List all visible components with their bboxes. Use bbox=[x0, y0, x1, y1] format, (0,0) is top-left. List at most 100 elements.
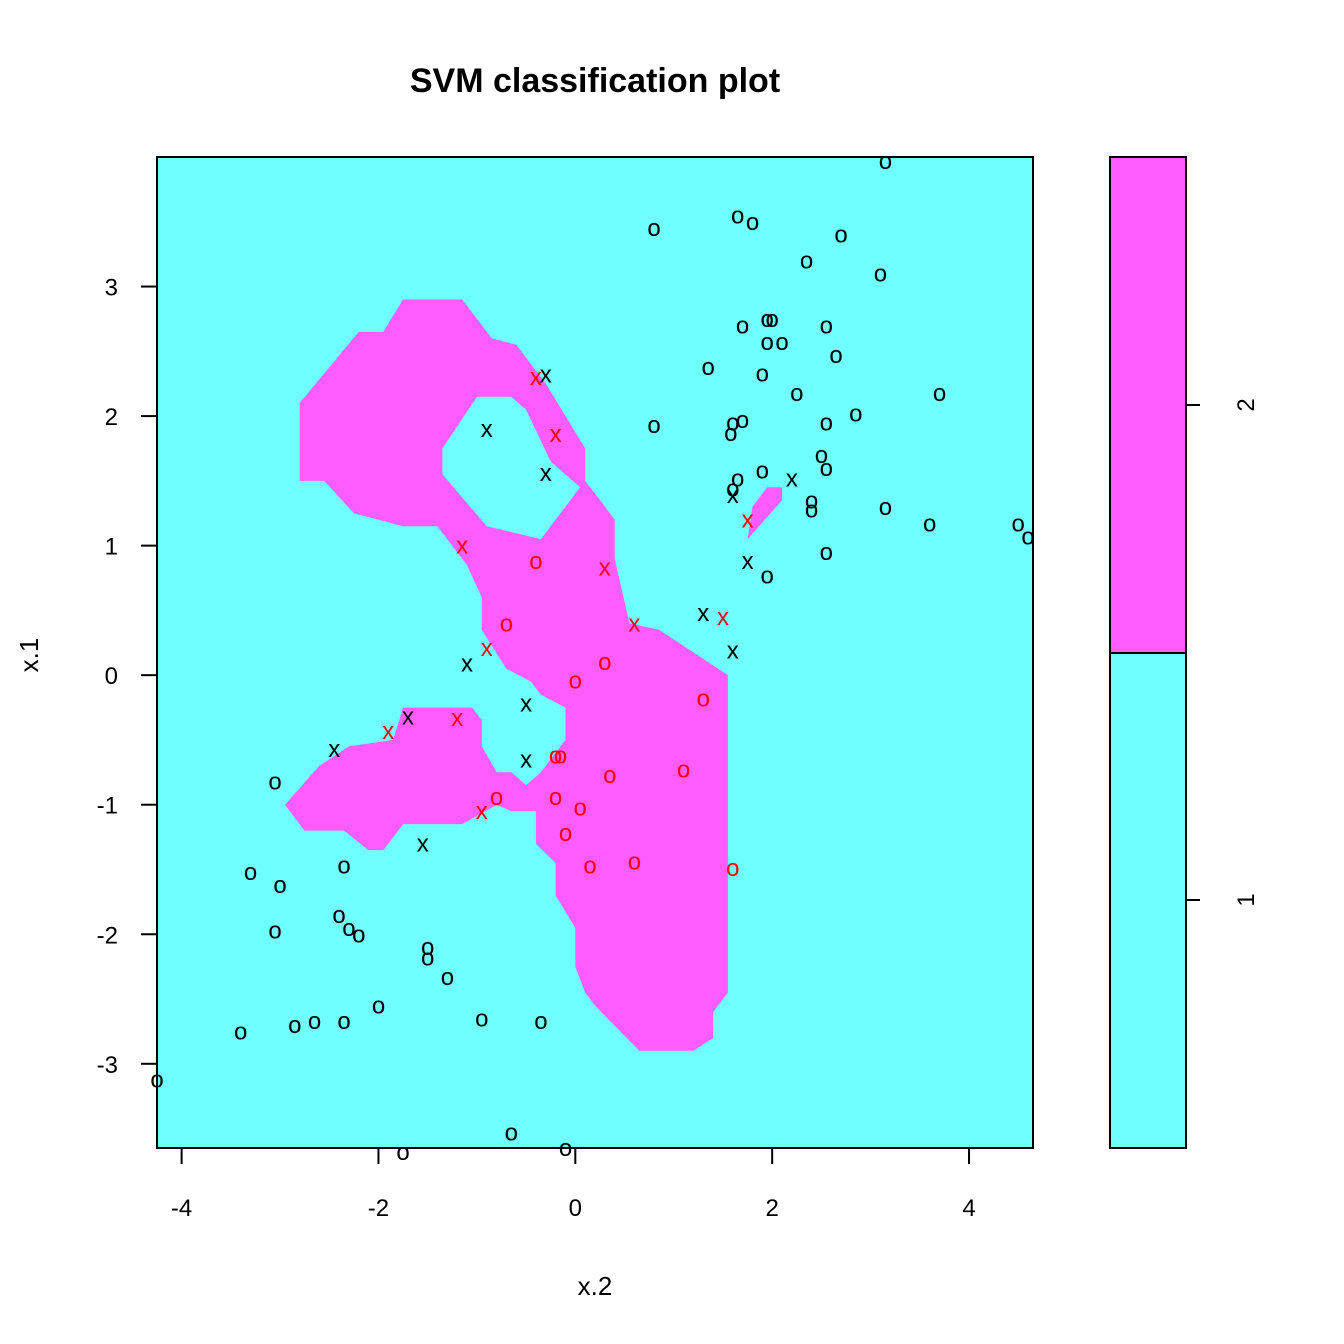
data-point-class-1: o bbox=[736, 312, 749, 339]
data-point-class-1: o bbox=[874, 261, 887, 288]
data-point-class-2: x bbox=[481, 416, 493, 443]
data-point-class-1: o bbox=[879, 494, 892, 521]
data-point-class-1: o bbox=[805, 487, 818, 514]
data-point-class-1: o bbox=[726, 476, 739, 503]
data-point-class-1: o bbox=[761, 562, 774, 589]
data-point-class-1: o bbox=[421, 945, 434, 972]
data-point-class-1: o bbox=[273, 872, 286, 899]
support-vector-class-2: x bbox=[451, 705, 463, 732]
support-vector-class-1: o bbox=[554, 743, 567, 770]
x-axis: -4 -2 0 2 4 bbox=[171, 1147, 976, 1222]
data-point-class-1: o bbox=[647, 412, 660, 439]
legend-swatch-class-1 bbox=[1110, 653, 1186, 1148]
x-tick-label: 4 bbox=[962, 1195, 975, 1222]
data-point-class-1: o bbox=[790, 380, 803, 407]
data-point-class-1: o bbox=[834, 222, 847, 249]
data-point-class-1: o bbox=[421, 934, 434, 961]
support-vector-class-2: x bbox=[476, 798, 488, 825]
data-point-class-1: o bbox=[337, 1008, 350, 1035]
data-point-class-2: x bbox=[520, 691, 532, 718]
data-point-class-1: o bbox=[475, 1006, 488, 1033]
support-vector-class-1: o bbox=[529, 548, 542, 575]
y-tick-label: -1 bbox=[97, 793, 118, 820]
data-point-class-2: x bbox=[727, 638, 739, 665]
data-point-class-1: o bbox=[815, 442, 828, 469]
data-point-class-1: o bbox=[746, 209, 759, 236]
support-vector-class-2: x bbox=[550, 421, 562, 448]
data-point-class-1: o bbox=[731, 202, 744, 229]
support-vector-class-1: o bbox=[490, 784, 503, 811]
support-vector-class-1: o bbox=[549, 784, 562, 811]
y-tick-label: -3 bbox=[97, 1052, 118, 1079]
data-point-class-1: o bbox=[761, 306, 774, 333]
data-point-class-1: o bbox=[879, 148, 892, 175]
x-tick-label: -2 bbox=[368, 1195, 389, 1222]
support-vector-class-1: o bbox=[500, 610, 513, 637]
support-vector-class-1: o bbox=[628, 849, 641, 876]
data-point-class-1: o bbox=[647, 215, 660, 242]
data-point-class-2: x bbox=[540, 362, 552, 389]
data-point-class-1: o bbox=[352, 921, 365, 948]
y-tick-label: 2 bbox=[105, 404, 118, 431]
class-legend: 2 1 bbox=[1109, 156, 1260, 1149]
support-vector-class-2: x bbox=[742, 507, 754, 534]
data-point-class-1: o bbox=[308, 1008, 321, 1035]
data-point-class-1: o bbox=[800, 248, 813, 275]
y-tick-label: 0 bbox=[105, 663, 118, 690]
data-point-class-1: o bbox=[775, 329, 788, 356]
data-point-class-1: o bbox=[756, 458, 769, 485]
y-axis: -3 -2 -1 0 1 2 3 bbox=[97, 275, 158, 1079]
data-point-class-1: o bbox=[731, 465, 744, 492]
data-point-class-1: o bbox=[933, 380, 946, 407]
data-point-class-1: o bbox=[1012, 511, 1025, 538]
data-point-class-2: x bbox=[786, 465, 798, 492]
y-tick-label: 3 bbox=[105, 275, 118, 302]
data-point-class-2: x bbox=[417, 831, 429, 858]
data-point-class-1: o bbox=[766, 306, 779, 333]
support-vector-class-1: o bbox=[569, 667, 582, 694]
data-point-class-1: o bbox=[820, 410, 833, 437]
data-point-class-2: x bbox=[697, 600, 709, 627]
data-point-class-1: o bbox=[724, 420, 737, 447]
legend-label-class-1: 1 bbox=[1233, 893, 1260, 906]
data-point-class-1: o bbox=[761, 329, 774, 356]
data-point-class-1: o bbox=[288, 1012, 301, 1039]
chart-title: SVM classification plot bbox=[410, 62, 780, 100]
data-point-class-2: x bbox=[461, 651, 473, 678]
data-point-class-2: x bbox=[328, 736, 340, 763]
support-vector-class-1: o bbox=[574, 794, 587, 821]
data-point-class-1: o bbox=[342, 915, 355, 942]
data-point-class-1: o bbox=[820, 539, 833, 566]
support-vector-class-2: x bbox=[456, 533, 468, 560]
support-vector-class-2: x bbox=[530, 364, 542, 391]
data-point-class-1: o bbox=[829, 342, 842, 369]
data-point-class-1: o bbox=[332, 902, 345, 929]
class2-region bbox=[285, 299, 782, 1051]
data-point-class-1: o bbox=[736, 407, 749, 434]
data-point-class-1: o bbox=[505, 1120, 518, 1147]
data-point-class-1: o bbox=[534, 1008, 547, 1035]
data-point-class-1: o bbox=[923, 511, 936, 538]
y-tick-label: -2 bbox=[97, 922, 118, 949]
data-point-class-1: o bbox=[337, 853, 350, 880]
data-point-class-1: o bbox=[268, 768, 281, 795]
data-point-class-1: o bbox=[396, 1139, 409, 1166]
data-point-class-1: o bbox=[244, 859, 257, 886]
support-vector-class-1: o bbox=[549, 743, 562, 770]
data-point-class-1: o bbox=[820, 455, 833, 482]
x-tick-label: -4 bbox=[171, 1195, 192, 1222]
data-point-class-2: x bbox=[520, 746, 532, 773]
data-point-class-1: o bbox=[372, 993, 385, 1020]
data-point-class-1: o bbox=[756, 360, 769, 387]
support-vector-class-1: o bbox=[726, 855, 739, 882]
data-point-class-1: o bbox=[805, 496, 818, 523]
support-vector-class-1: o bbox=[677, 757, 690, 784]
data-point-class-1: o bbox=[726, 410, 739, 437]
data-point-class-1: o bbox=[441, 964, 454, 991]
support-vector-class-1: o bbox=[583, 853, 596, 880]
data-point-class-1: o bbox=[702, 354, 715, 381]
support-vector-class-2: x bbox=[717, 604, 729, 631]
